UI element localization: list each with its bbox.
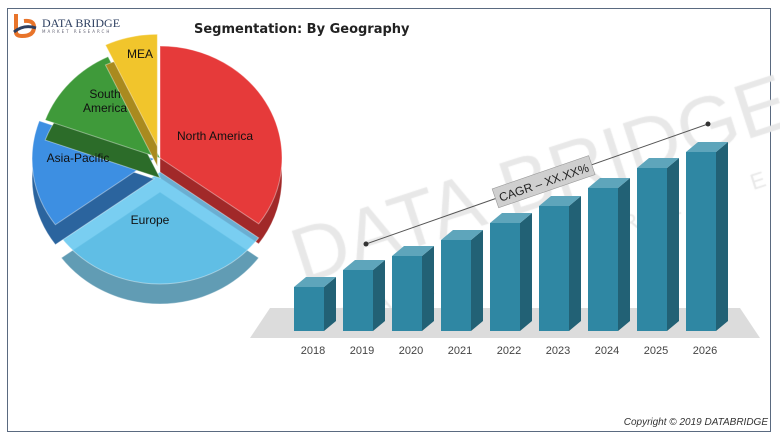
bar-front [490,223,520,331]
x-tick-label: 2018 [301,345,325,357]
bar-2022 [490,213,532,331]
bar-side [667,158,679,331]
cagr-start-dot [363,241,369,247]
bar-side [373,260,385,331]
bar-top [686,142,728,152]
bar-front [588,188,618,331]
bar-top [441,230,483,240]
logo: DATA BRIDGE MARKET RESEARCH [12,12,120,38]
bar-top [490,213,532,223]
x-tick-label: 2024 [595,345,619,357]
bar-top [588,178,630,188]
pie-label: Europe [131,213,170,227]
bar-top [343,260,385,270]
x-tick-label: 2023 [546,345,570,357]
pie-slice-top [159,45,283,225]
logo-subtext: MARKET RESEARCH [42,28,112,34]
bar-side [569,196,581,331]
bar-side [618,178,630,331]
bar-side [520,213,532,331]
logo-text: DATA BRIDGE [42,15,121,30]
pie-slice-south-america [44,56,162,179]
pie-slice-top [31,120,156,226]
bar-front [539,206,569,331]
bar-2023 [539,196,581,331]
bar-2026 [686,142,728,331]
pie-chart [31,33,283,305]
pie-slice-mea [104,33,158,167]
bar-top [294,277,336,287]
pie-slice-north-america [159,45,283,245]
pie-label: MEA [127,47,153,61]
bar-2021 [441,230,483,331]
pie-label: North America [177,129,253,143]
pie-slice-top [104,33,158,147]
cagr-label-box [491,155,596,209]
bar-side [471,230,483,331]
bar-front [637,168,667,331]
bar-front [294,287,324,331]
pie-slice-top [60,171,260,285]
bar-side [422,246,434,331]
bar-front [392,256,422,331]
x-tick-label: 2022 [497,345,521,357]
bar-2018 [294,277,336,331]
bar-2024 [588,178,630,331]
bar-side [716,142,728,331]
cagr-end-dot [705,121,711,127]
pie-label: South America [83,87,127,115]
copyright: Copyright © 2019 DATABRIDGE [623,417,768,428]
bar-side [324,277,336,331]
bar-front [343,270,373,331]
x-tick-label: 2025 [644,345,668,357]
pie-slice-top [44,56,162,159]
x-tick-label: 2026 [693,345,717,357]
x-tick-label: 2019 [350,345,374,357]
bar-2020 [392,246,434,331]
x-tick-label: 2020 [399,345,423,357]
chart-title: Segmentation: By Geography [194,22,410,37]
pie-slice-europe [60,171,260,305]
bar-front [441,240,471,331]
bar-top [539,196,581,206]
bar-top [637,158,679,168]
bar-top [392,246,434,256]
pie-label: Asia-Pacific [47,151,110,165]
bar-front [686,152,716,331]
bar-2025 [637,158,679,331]
bar-2019 [343,260,385,331]
pie-slice-asia-pacific [31,120,156,246]
logo-icon [13,14,37,38]
bar-chart: 2018 2019 2020 2021 2022 2023 2024 2025 2026 [294,142,728,357]
x-tick-label: 2021 [448,345,472,357]
